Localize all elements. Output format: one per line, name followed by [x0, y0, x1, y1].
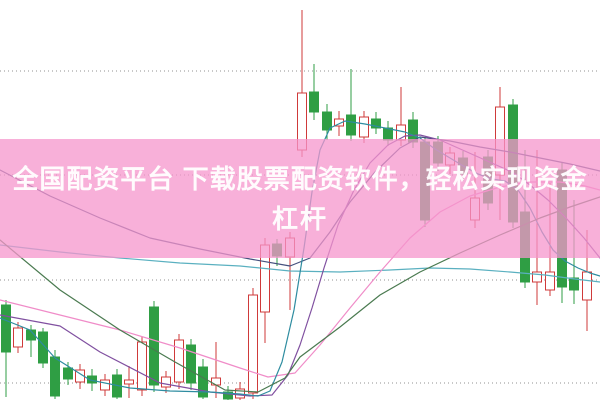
candle-up [359, 111, 369, 143]
candle-down [1, 300, 11, 397]
candle-down [63, 362, 73, 385]
candle-up [124, 366, 134, 398]
candle-up [100, 374, 110, 396]
banner-text-line2: 杠杆 [271, 203, 328, 234]
candle-body [198, 366, 208, 398]
candle-body [161, 376, 171, 388]
candle-body [63, 367, 73, 380]
candle-down [371, 112, 381, 134]
candle-body [100, 379, 110, 391]
candle-body [569, 277, 579, 291]
candle-up [13, 322, 23, 353]
candle-up [137, 337, 147, 396]
candle-body [26, 329, 36, 341]
candle-down [112, 369, 122, 399]
candle-body [38, 331, 48, 364]
candle-body [87, 375, 97, 384]
candle-up [248, 288, 258, 399]
candle-body [371, 118, 381, 129]
candle-body [186, 344, 196, 384]
candle-body [1, 304, 11, 353]
candle-body [174, 339, 184, 383]
candle-body [359, 116, 369, 138]
candle-down [309, 64, 319, 120]
candle-body [211, 377, 221, 386]
candle-body [334, 118, 344, 127]
candle-body [50, 356, 60, 397]
candle-body [248, 294, 258, 394]
candle-body [13, 327, 23, 348]
candle-up [211, 342, 221, 398]
candle-up [174, 334, 184, 389]
candle-down [149, 301, 159, 392]
ma-line-long-flat-teal [0, 244, 600, 283]
promo-banner-overlay: 全国配资平台 下载股票配资软件，轻松实现资金 杠杆 [0, 139, 600, 258]
candle-up [161, 371, 171, 393]
candle-body [309, 91, 319, 113]
candle-down [38, 328, 48, 368]
candle-body [545, 271, 555, 291]
candle-body [322, 111, 332, 131]
candle-body [223, 391, 233, 400]
candle-down [26, 325, 36, 357]
candle-body [582, 271, 592, 301]
candle-body [532, 271, 542, 283]
candle-body [124, 379, 134, 385]
candle-up [297, 10, 307, 157]
candle-body [137, 341, 147, 391]
candle-up [396, 87, 406, 146]
candle-down [186, 339, 196, 390]
candle-up [75, 364, 85, 389]
candle-body [346, 114, 356, 136]
candle-body [149, 306, 159, 386]
banner-text-line1: 全国配资平台 下载股票配资软件，轻松实现资金 [12, 163, 588, 194]
candle-down [346, 69, 356, 141]
